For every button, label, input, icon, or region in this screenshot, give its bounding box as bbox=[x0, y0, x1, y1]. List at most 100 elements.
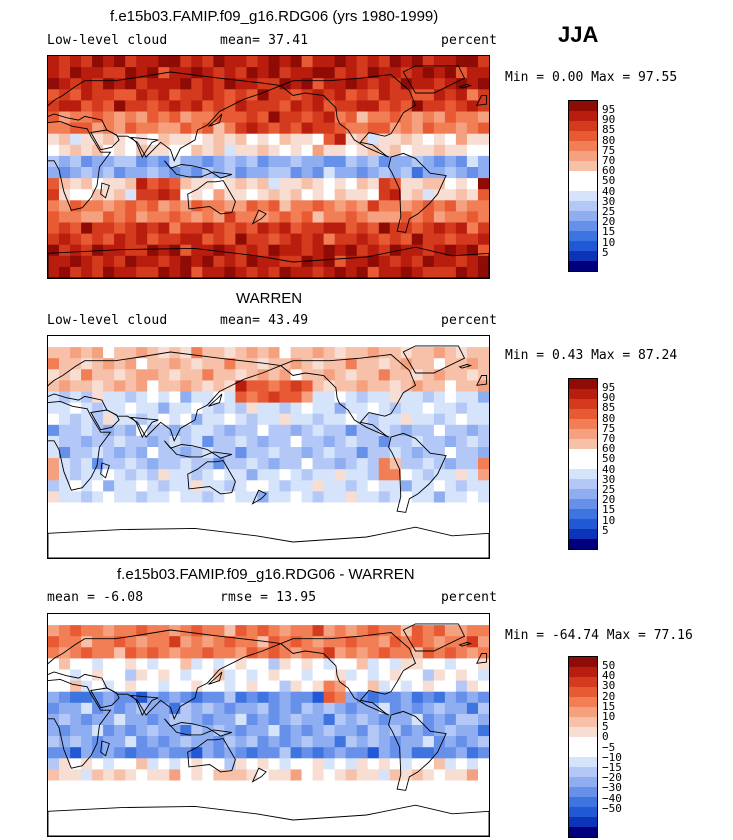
map-cell bbox=[478, 133, 489, 146]
map-cell bbox=[81, 469, 93, 481]
map-cell bbox=[345, 435, 358, 448]
map-cell bbox=[125, 413, 137, 426]
map-cell bbox=[301, 469, 314, 481]
map-cell bbox=[125, 647, 137, 659]
coastline bbox=[251, 209, 267, 225]
map-cell bbox=[367, 435, 380, 448]
map-cell bbox=[158, 791, 170, 804]
map-cell bbox=[301, 200, 314, 212]
map-cell bbox=[70, 769, 82, 782]
map-cell bbox=[147, 669, 159, 682]
map-cell bbox=[158, 133, 170, 146]
map-cell bbox=[400, 647, 413, 659]
map-cell bbox=[180, 89, 192, 101]
map-cell bbox=[158, 736, 170, 748]
map-cell bbox=[48, 780, 60, 793]
map-cell bbox=[433, 144, 446, 157]
map-cell bbox=[411, 222, 424, 235]
map-cell bbox=[81, 813, 93, 826]
map-cell bbox=[433, 369, 446, 381]
map-cell bbox=[125, 167, 137, 179]
map-cell bbox=[290, 391, 303, 404]
map-cell bbox=[235, 669, 247, 682]
map-cell bbox=[411, 691, 424, 704]
map-cell bbox=[345, 747, 358, 759]
map-cell bbox=[411, 647, 424, 659]
map-cell bbox=[345, 178, 358, 190]
map-cell bbox=[455, 780, 468, 793]
map-cell bbox=[455, 813, 468, 826]
map-cell bbox=[147, 647, 159, 659]
map-cell bbox=[478, 480, 489, 492]
map-cell bbox=[422, 167, 435, 179]
coastline bbox=[100, 462, 110, 479]
map-cell bbox=[433, 458, 446, 470]
colorbar-swatch bbox=[569, 191, 597, 201]
map-cell bbox=[389, 791, 402, 804]
colorbar-swatch bbox=[569, 787, 597, 797]
map-cell bbox=[202, 780, 214, 793]
map-cell bbox=[202, 178, 214, 190]
coastline bbox=[402, 65, 466, 94]
map-cell bbox=[389, 111, 402, 124]
map-cell bbox=[59, 625, 71, 637]
map-cell bbox=[125, 535, 137, 548]
map-cell bbox=[466, 133, 479, 146]
map-cell bbox=[389, 636, 402, 648]
map-cell bbox=[411, 178, 424, 190]
map-cell bbox=[345, 336, 358, 348]
map-cell bbox=[70, 336, 82, 348]
map-cell bbox=[114, 702, 126, 715]
map-cell bbox=[158, 758, 170, 770]
map-cell bbox=[444, 680, 457, 693]
coastline bbox=[279, 354, 417, 438]
map-cell bbox=[422, 469, 435, 481]
map-cell bbox=[257, 380, 270, 393]
map-cell bbox=[400, 747, 413, 759]
map-cell bbox=[290, 413, 303, 426]
map-cell bbox=[323, 680, 336, 693]
map-cell bbox=[191, 647, 203, 659]
map-cell bbox=[367, 391, 380, 404]
map-cell bbox=[345, 402, 358, 415]
map-cell bbox=[345, 469, 358, 481]
map-cell bbox=[478, 435, 489, 448]
map-cell bbox=[125, 680, 137, 693]
map-cell bbox=[356, 713, 369, 726]
map-cell bbox=[147, 56, 159, 68]
map-cell bbox=[455, 122, 468, 135]
map-cell bbox=[114, 713, 126, 726]
map-cell bbox=[290, 222, 303, 235]
map-cell bbox=[268, 111, 281, 124]
map-cell bbox=[422, 458, 435, 470]
map-cell bbox=[400, 189, 413, 201]
map-cell bbox=[59, 178, 71, 190]
map-cell bbox=[279, 122, 292, 135]
map-cell bbox=[378, 358, 391, 370]
map-cell bbox=[235, 491, 247, 504]
map-cell bbox=[411, 380, 424, 393]
map-cell bbox=[422, 725, 435, 737]
map-cell bbox=[323, 358, 336, 370]
map-cell bbox=[345, 524, 358, 537]
map-cell bbox=[356, 244, 369, 257]
map-cell bbox=[422, 813, 435, 826]
map-cell bbox=[180, 780, 192, 793]
map-cell bbox=[356, 155, 369, 168]
map-cell bbox=[136, 736, 148, 748]
map-cell bbox=[312, 769, 325, 782]
map-cell bbox=[224, 133, 236, 146]
map-cell bbox=[312, 67, 325, 79]
map-cell bbox=[268, 802, 281, 815]
map-cell bbox=[103, 56, 115, 68]
map-cell bbox=[257, 791, 270, 804]
map-cell bbox=[411, 769, 424, 782]
map-cell bbox=[169, 713, 181, 726]
map-cell bbox=[290, 736, 303, 748]
map-cell bbox=[92, 111, 104, 124]
map-cell bbox=[92, 402, 104, 415]
map-cell bbox=[92, 658, 104, 671]
map-cell bbox=[48, 133, 60, 146]
map-cell bbox=[312, 491, 325, 504]
map-cell bbox=[235, 358, 247, 370]
